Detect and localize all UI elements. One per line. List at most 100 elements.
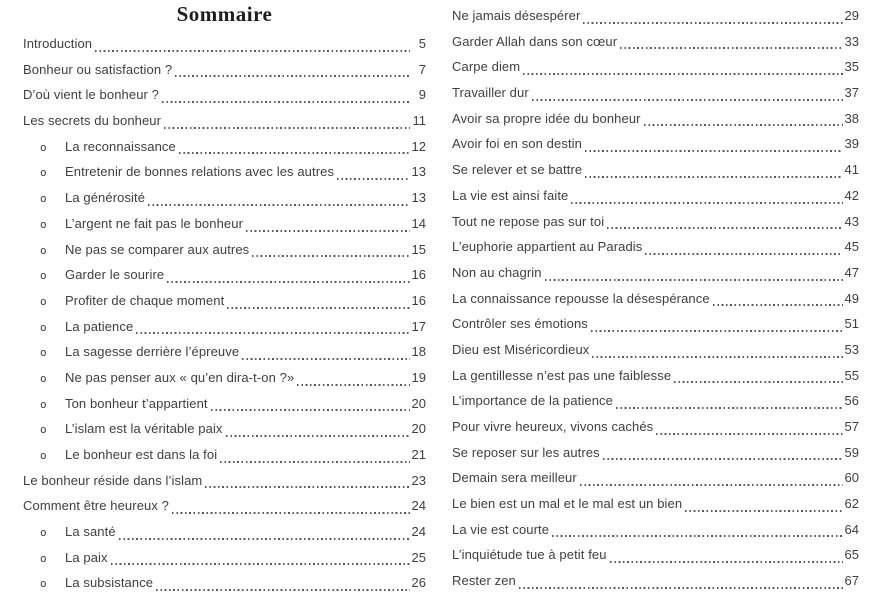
dotted-leader: [579, 484, 843, 487]
dotted-leader: [178, 152, 410, 155]
toc-entry-label: Avoir sa propre idée du bonheur: [452, 110, 641, 126]
toc-entry-label: La sagesse derrière l’épreuve: [65, 344, 240, 360]
toc-entry-page-number: 45: [844, 239, 859, 255]
toc-entry-label: La reconnaissance: [65, 138, 176, 154]
toc-entry-label: Dieu est Miséricordieux: [452, 341, 590, 357]
toc-entries-left: o Introduction 5 o Bonheur ou satisfaction ?…: [23, 31, 426, 596]
list-bullet-icon: o: [40, 140, 47, 154]
toc-entry-page-number: 42: [844, 187, 859, 203]
dotted-leader: [167, 280, 410, 283]
toc-entry: o La subsistance 26: [23, 570, 426, 596]
toc-entry-page-number: 15: [411, 241, 426, 257]
toc-entry: oLa gentillesse n’est pas une faiblesse5…: [452, 363, 859, 389]
toc-entry-page-number: 5: [418, 36, 426, 51]
dotted-leader: [205, 486, 410, 489]
dotted-leader: [571, 201, 843, 204]
toc-entry-page-number: 60: [844, 470, 859, 486]
toc-entry-label: Carpe diem: [452, 59, 521, 75]
toc-entry-label: La santé: [65, 524, 116, 540]
dotted-leader: [643, 124, 843, 127]
dotted-leader: [592, 355, 843, 358]
toc-entry: oBonheur ou satisfaction ?7: [23, 57, 426, 83]
dotted-leader: [518, 586, 843, 589]
toc-entry: o Le bonheur est dans la foi 21: [23, 442, 426, 468]
toc-entries-right: oNe jamais désespérer29oGarder Allah dan…: [452, 3, 859, 594]
dotted-leader: [110, 563, 410, 566]
toc-entry-label: La gentillesse n’est pas une faiblesse: [452, 367, 672, 383]
toc-entry: oD’où vient le bonheur ?9: [23, 82, 426, 108]
toc-entry-label: Contrôler ses émotions: [452, 316, 588, 332]
toc-entry: o L’islam est la véritable paix 20: [23, 416, 426, 442]
list-bullet-icon: o: [40, 397, 47, 411]
dotted-leader: [590, 329, 843, 332]
toc-entry: o La santé 24: [23, 519, 426, 545]
dotted-leader: [544, 278, 843, 281]
dotted-leader: [615, 407, 843, 409]
dotted-leader: [712, 304, 843, 307]
dotted-leader: [297, 383, 410, 386]
toc-entry: oLe bien est un mal et le mal est un bie…: [452, 491, 859, 517]
dotted-leader: [148, 203, 410, 206]
toc-entry-label: Garder le sourire: [65, 267, 165, 283]
toc-entry-page-number: 41: [844, 162, 859, 178]
toc-entry-page-number: 37: [844, 85, 859, 101]
toc-entry: oIntroduction5: [23, 31, 426, 57]
list-bullet-icon: o: [40, 243, 47, 257]
toc-entry-page-number: 13: [411, 190, 426, 206]
dotted-leader: [583, 21, 843, 24]
list-bullet-icon: o: [40, 217, 47, 231]
toc-entry-page-number: 12: [411, 138, 426, 154]
toc-entry-label: Comment être heureux ?: [23, 498, 169, 514]
toc-entry: o La générosité 13: [23, 185, 426, 211]
toc-entry-page-number: 24: [411, 498, 426, 514]
list-bullet-icon: o: [40, 192, 47, 206]
toc-entry: o Ton bonheur t’appartient 20: [23, 391, 426, 417]
toc-entry-page-number: 16: [411, 267, 426, 283]
toc-entry-page-number: 38: [844, 110, 859, 126]
dotted-leader: [607, 227, 843, 230]
toc-entry: o Garder le sourire 16: [23, 262, 426, 288]
dotted-leader: [220, 460, 410, 463]
toc-entry-label: Bonheur ou satisfaction ?: [23, 61, 173, 77]
toc-entry-page-number: 29: [844, 8, 859, 23]
toc-entry-page-number: 20: [411, 421, 426, 437]
list-bullet-icon: o: [40, 346, 47, 360]
dotted-leader: [685, 509, 843, 512]
dotted-leader: [162, 101, 410, 104]
dotted-leader: [552, 535, 843, 538]
dotted-leader: [523, 73, 843, 76]
dotted-leader: [602, 458, 843, 461]
dotted-leader: [674, 381, 843, 384]
toc-entry-page-number: 57: [844, 419, 859, 434]
list-bullet-icon: o: [40, 551, 47, 565]
toc-entry-label: La connaissance repousse la désespérance: [452, 290, 710, 306]
toc-entry-label: L’euphorie appartient au Paradis: [452, 239, 643, 255]
toc-entry-page-number: 33: [844, 33, 859, 49]
toc-entry: o L’argent ne fait pas le bonheur 14: [23, 211, 426, 237]
toc-entry: o La patience 17: [23, 314, 426, 340]
list-bullet-icon: o: [40, 269, 47, 283]
toc-entry-label: D’où vient le bonheur ?: [23, 87, 160, 103]
toc-entry-page-number: 51: [844, 316, 859, 332]
toc-entry-label: Tout ne repose pas sur toi: [452, 213, 605, 229]
toc-entry-label: Ne jamais désespérer: [452, 8, 581, 23]
list-bullet-icon: o: [40, 371, 47, 385]
toc-entry: o Ne pas se comparer aux autres 15: [23, 237, 426, 263]
toc-entry-label: Le bonheur est dans la foi: [65, 447, 218, 462]
toc-entry-page-number: 11: [412, 113, 427, 129]
dotted-leader: [175, 75, 410, 78]
toc-entry-page-number: 26: [411, 575, 426, 591]
list-bullet-icon: o: [40, 423, 47, 437]
toc-entry-page-number: 62: [844, 496, 859, 512]
